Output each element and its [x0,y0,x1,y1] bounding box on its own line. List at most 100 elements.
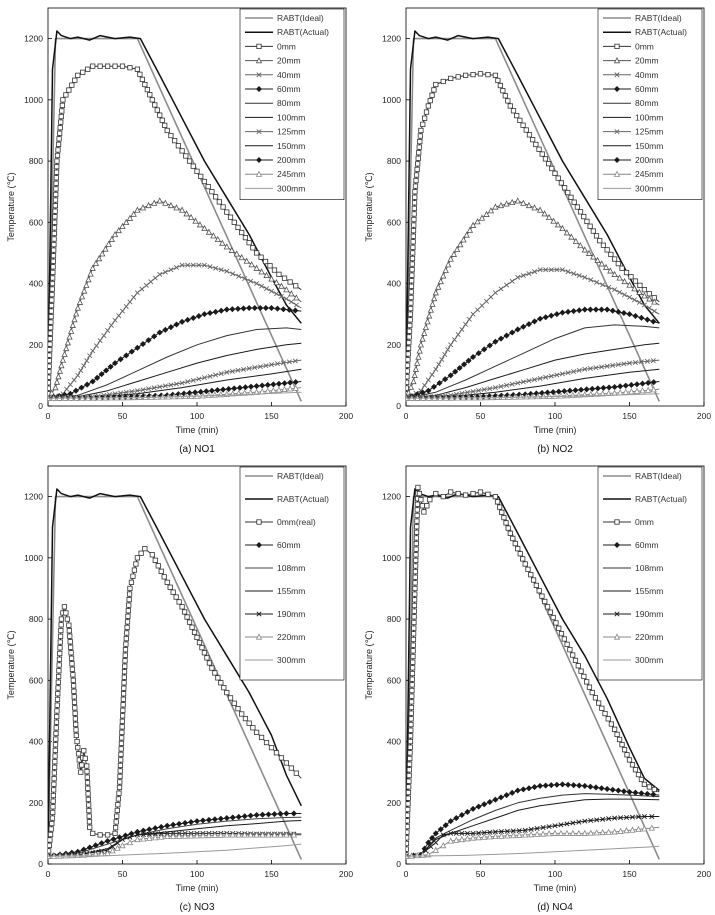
series-marker [620,788,627,795]
series-marker [90,63,96,69]
series-marker [565,269,571,275]
series-marker [208,387,215,394]
series-marker [173,594,179,600]
series-group [406,484,661,860]
series-marker [621,277,628,285]
series-marker [626,281,633,288]
series-marker [138,550,144,556]
series-marker [48,831,54,838]
series-marker [537,375,543,381]
series-marker [58,627,64,634]
series-marker [108,322,114,328]
series-marker [486,798,493,806]
legend-label: 0mm [277,41,296,51]
series-marker [233,250,240,257]
series-marker [81,287,88,294]
x-tick-label: 0 [404,411,409,421]
series-marker [600,816,606,822]
series-marker [582,818,588,824]
series-marker [459,326,465,332]
series-marker [464,830,470,836]
legend-marker [613,541,621,549]
legend-label: 300mm [635,183,663,193]
series-marker [235,813,242,820]
series-marker [526,271,532,277]
series-marker [463,231,470,238]
series-marker [470,490,476,497]
series-marker [563,829,571,836]
series-marker [149,552,155,558]
series-marker [445,261,452,268]
series-marker [52,384,59,391]
series-marker [594,817,600,823]
series-marker [407,311,414,317]
series-marker [54,702,60,708]
series-marker [123,635,129,642]
series-marker [487,829,493,835]
legend-item: RABT(Ideal) [603,471,682,481]
series-marker [48,347,53,353]
series-marker [413,557,419,563]
series-marker [576,782,583,789]
series-marker [241,831,248,838]
series-marker [192,389,199,396]
series-marker [556,625,562,631]
series-20mm [48,197,302,401]
series-marker [290,810,297,817]
chart-panel-2: 0 200 400 600 800 1000 1200 0 50 100 150 200 Time (m… [364,7,711,455]
legend-item: 100mm [603,112,663,122]
series-marker [407,750,413,756]
series-marker [522,831,529,838]
series-marker [433,81,439,88]
series-marker [590,253,597,260]
legend-item: 108mm [245,563,305,573]
series-marker [406,823,410,830]
series-marker [286,359,292,365]
series-marker [207,309,214,317]
series-marker [55,147,61,153]
series-marker [581,673,587,680]
series-marker [273,291,279,297]
legend-label: 245mm [277,169,305,179]
series-marker [56,656,63,662]
series-marker [114,844,121,851]
legend-label: 80mm [635,98,659,108]
series-marker [510,108,517,114]
series-marker [406,795,411,801]
series-marker [599,364,605,370]
series-marker [201,178,208,185]
series-marker [127,299,133,305]
series-marker [146,834,153,841]
series-marker [559,781,566,788]
legend-item: 220mm [245,632,305,642]
series-marker [173,204,180,211]
series-marker [425,103,431,109]
series-marker [167,584,173,590]
series-marker [440,272,447,279]
series-marker [475,834,482,841]
series-marker [176,599,182,605]
series-marker [433,490,439,497]
series-marker [241,366,247,372]
series-marker [497,82,503,89]
series-marker [417,341,425,348]
series-marker [537,315,544,322]
series-marker [651,308,657,314]
series-marker [75,372,81,378]
series-0mm [48,63,302,397]
series-marker [411,211,417,217]
series-marker [128,579,135,585]
series-marker [406,829,410,835]
series-marker [57,650,63,657]
series-marker [68,327,75,334]
series-marker [268,288,275,294]
series-marker [504,382,510,388]
series-marker [410,239,416,245]
series-marker [113,819,119,825]
series-marker [278,282,285,289]
series-marker [51,787,57,793]
series-marker [134,388,140,394]
series-marker [167,201,175,209]
series-marker [430,383,437,390]
series-marker [526,378,532,384]
